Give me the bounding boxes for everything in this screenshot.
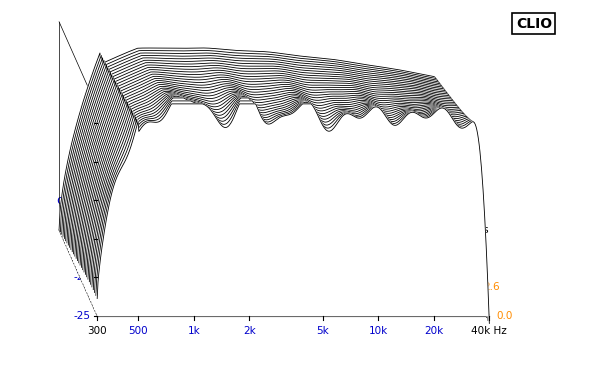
Text: 7.9: 7.9 <box>458 225 474 235</box>
Text: CLIO: CLIO <box>516 16 552 31</box>
Text: -15: -15 <box>73 234 91 244</box>
Polygon shape <box>94 96 485 314</box>
Text: 0.0: 0.0 <box>496 311 512 321</box>
Polygon shape <box>89 95 481 306</box>
Text: 300: 300 <box>88 326 107 336</box>
Polygon shape <box>72 72 464 267</box>
Text: 500: 500 <box>128 326 148 336</box>
Text: 1k: 1k <box>187 326 200 336</box>
Polygon shape <box>62 53 454 243</box>
Text: 5.3: 5.3 <box>471 253 487 264</box>
Polygon shape <box>97 104 490 324</box>
Polygon shape <box>92 96 484 312</box>
Polygon shape <box>91 96 482 309</box>
Text: 20k: 20k <box>424 326 443 336</box>
Polygon shape <box>59 48 451 238</box>
Text: -25: -25 <box>73 311 91 321</box>
Polygon shape <box>84 90 476 294</box>
Text: -5: -5 <box>81 157 91 167</box>
Text: -10: -10 <box>74 195 91 205</box>
Polygon shape <box>70 67 462 261</box>
Polygon shape <box>76 78 468 276</box>
Polygon shape <box>75 76 467 273</box>
Text: ms: ms <box>473 225 488 235</box>
Text: 40k Hz: 40k Hz <box>471 326 507 336</box>
Polygon shape <box>67 63 459 255</box>
Polygon shape <box>68 65 461 258</box>
Polygon shape <box>96 101 488 320</box>
Polygon shape <box>85 91 478 297</box>
Polygon shape <box>60 50 452 240</box>
Text: 10k: 10k <box>369 326 388 336</box>
Polygon shape <box>82 86 474 288</box>
Polygon shape <box>88 94 480 303</box>
Polygon shape <box>83 88 475 291</box>
Polygon shape <box>65 58 456 249</box>
Polygon shape <box>63 55 455 246</box>
Text: -20: -20 <box>74 272 91 282</box>
Polygon shape <box>66 60 458 252</box>
Polygon shape <box>86 93 479 300</box>
Polygon shape <box>71 70 463 264</box>
Polygon shape <box>95 98 487 317</box>
Polygon shape <box>78 81 469 279</box>
Text: 0: 0 <box>84 118 91 128</box>
Polygon shape <box>80 84 472 285</box>
Text: dB: dB <box>56 194 73 207</box>
Polygon shape <box>79 83 471 282</box>
Text: 2k: 2k <box>243 326 256 336</box>
Text: 2.6: 2.6 <box>483 282 500 292</box>
Text: 5k: 5k <box>316 326 329 336</box>
Polygon shape <box>73 74 466 270</box>
